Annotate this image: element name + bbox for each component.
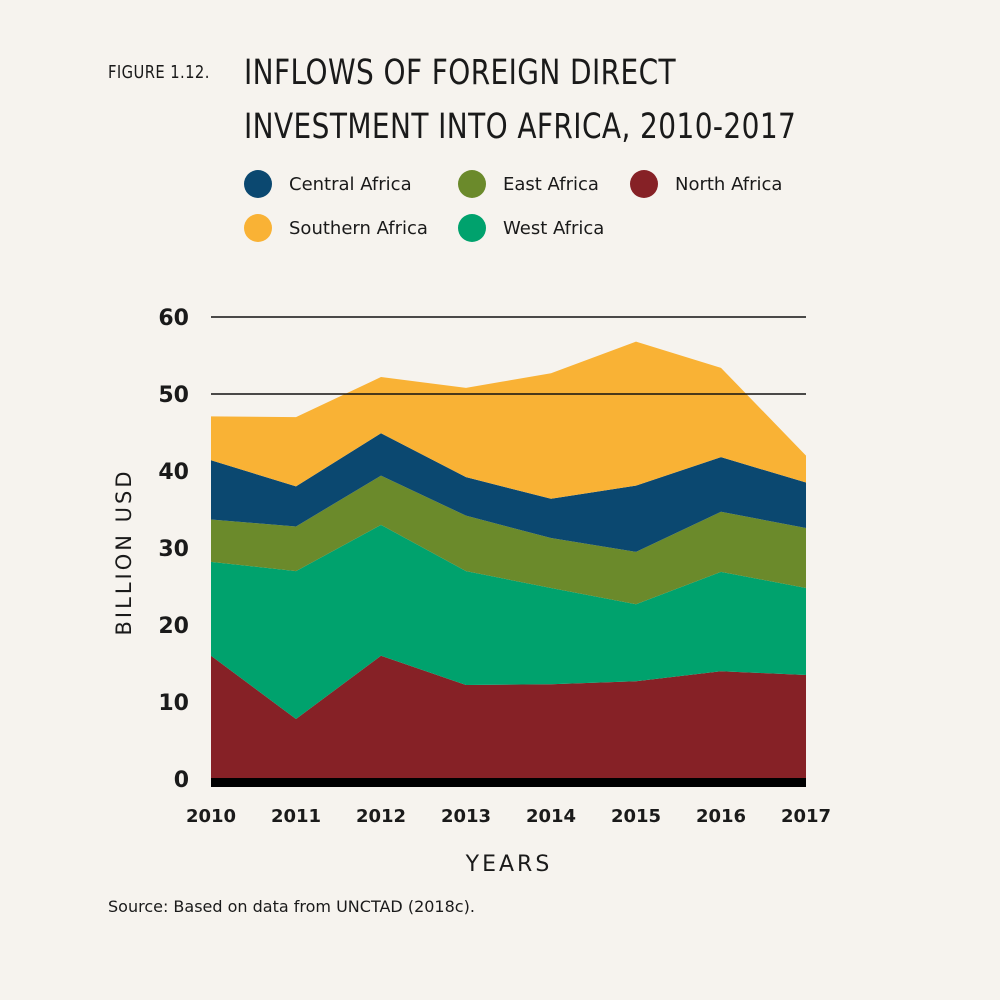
legend-item-southern-africa: Southern Africa — [244, 214, 428, 242]
y-tick-label-40: 40 — [158, 460, 189, 485]
x-tick-label-2010: 2010 — [186, 806, 236, 827]
y-tick-label-20: 20 — [158, 614, 189, 639]
area-layers — [211, 341, 806, 787]
x-tick-label-2013: 2013 — [441, 806, 491, 827]
legend-item-north-africa: North Africa — [630, 170, 782, 198]
area-west-africa — [211, 524, 806, 719]
y-tick-label-30: 30 — [158, 537, 189, 562]
gridlines — [211, 316, 806, 395]
y-tick-label-60: 60 — [158, 306, 189, 331]
x-tick-label-2017: 2017 — [781, 806, 831, 827]
y-tick-label-50: 50 — [158, 383, 189, 408]
area-north-africa — [211, 655, 806, 779]
title-line-1: INFLOWS OF FOREIGN DIRECT — [244, 53, 677, 93]
legend-swatch-west-africa — [458, 214, 486, 242]
y-tick-label-10: 10 — [158, 691, 189, 716]
chart-title: INFLOWS OF FOREIGN DIRECT INVESTMENT INTO… — [244, 46, 796, 154]
y-axis-ticks: 0 10 20 30 40 50 60 — [158, 306, 189, 793]
x-tick-label-2014: 2014 — [526, 806, 576, 827]
legend-swatch-north-africa — [630, 170, 658, 198]
legend-label-southern-africa: Southern Africa — [289, 217, 428, 239]
chart-legend: Central Africa East Africa North Africa … — [244, 170, 844, 260]
source-note: Source: Based on data from UNCTAD (2018c… — [108, 897, 475, 916]
y-axis-label: BILLION USD — [112, 469, 136, 636]
x-tick-label-2016: 2016 — [696, 806, 746, 827]
x-tick-label-2012: 2012 — [356, 806, 406, 827]
title-line-2: INVESTMENT INTO AFRICA, 2010-2017 — [244, 107, 797, 147]
y-tick-label-0: 0 — [174, 768, 189, 793]
x-tick-label-2015: 2015 — [611, 806, 661, 827]
x-axis-baseline — [211, 778, 806, 787]
legend-item-central-africa: Central Africa — [244, 170, 412, 198]
x-tick-label-2011: 2011 — [271, 806, 321, 827]
legend-swatch-east-africa — [458, 170, 486, 198]
legend-label-north-africa: North Africa — [675, 173, 783, 195]
legend-label-east-africa: East Africa — [503, 173, 599, 195]
legend-swatch-southern-africa — [244, 214, 272, 242]
area-east-africa — [211, 475, 806, 605]
x-axis-label: YEARS — [465, 852, 553, 877]
area-southern-africa — [211, 341, 806, 499]
legend-label-west-africa: West Africa — [503, 217, 605, 239]
x-axis-ticks: 2010 2011 2012 2013 2014 2015 2016 2017 — [186, 806, 831, 827]
legend-label-central-africa: Central Africa — [289, 173, 412, 195]
legend-item-west-africa: West Africa — [458, 214, 604, 242]
area-central-africa — [211, 433, 806, 552]
figure-label: FIGURE 1.12. — [108, 62, 210, 83]
legend-swatch-central-africa — [244, 170, 272, 198]
legend-item-east-africa: East Africa — [458, 170, 599, 198]
